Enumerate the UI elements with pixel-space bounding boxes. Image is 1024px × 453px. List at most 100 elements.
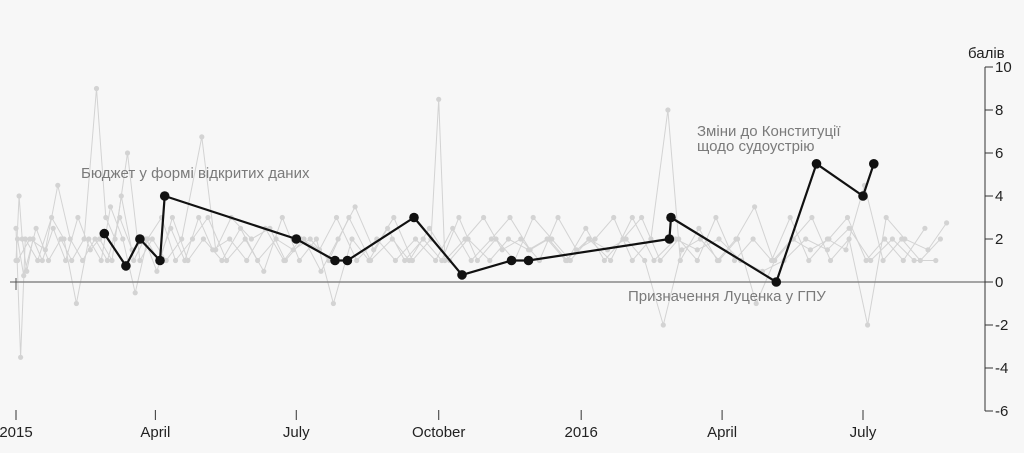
background-point	[143, 236, 149, 242]
background-point	[261, 268, 267, 274]
background-point	[507, 214, 513, 221]
background-point	[900, 257, 906, 264]
background-point	[354, 257, 360, 264]
background-point	[769, 257, 775, 264]
background-point	[81, 236, 87, 242]
background-point	[657, 257, 663, 264]
background-point	[86, 236, 92, 242]
annotation-label: Зміни до Конституції	[697, 123, 841, 140]
background-point	[104, 257, 110, 264]
background-point	[33, 225, 39, 231]
background-point	[120, 236, 126, 242]
background-point	[318, 268, 324, 274]
background-series-layer	[13, 85, 950, 360]
background-point	[55, 182, 61, 188]
background-point	[922, 225, 928, 231]
background-point	[499, 247, 505, 253]
main-series-point	[506, 255, 517, 266]
y-axis-label: балів	[968, 45, 1005, 62]
background-point	[868, 257, 874, 264]
background-point	[39, 257, 45, 264]
background-point	[844, 214, 851, 221]
background-point	[487, 257, 493, 264]
background-point	[505, 236, 511, 242]
background-point	[227, 236, 233, 242]
background-point	[564, 257, 570, 264]
y-axis-tick-label: 0	[995, 274, 1003, 291]
main-series-point	[342, 255, 353, 266]
x-axis-tick-label: April	[707, 424, 737, 441]
background-point	[179, 236, 185, 242]
x-axis-tick-label: July	[283, 424, 310, 441]
background-point	[420, 236, 426, 242]
background-point	[199, 134, 205, 140]
background-point	[109, 257, 115, 264]
background-point	[620, 236, 626, 242]
main-series-point	[457, 270, 467, 280]
background-point	[131, 257, 137, 264]
background-point	[807, 247, 814, 253]
main-series-point	[666, 212, 676, 223]
background-point	[787, 214, 793, 221]
background-point	[696, 225, 702, 231]
background-point	[75, 214, 81, 221]
background-point	[98, 257, 104, 264]
background-point	[846, 225, 852, 231]
y-axis-tick-label: 8	[995, 102, 1003, 119]
main-series-point	[523, 255, 534, 266]
y-axis-tick-label: 6	[995, 145, 1003, 162]
background-point	[937, 236, 944, 242]
background-point	[281, 257, 287, 264]
background-point	[456, 214, 462, 221]
background-point	[352, 204, 358, 210]
main-series-point	[135, 234, 145, 244]
background-point	[132, 290, 138, 296]
x-axis-tick-label: October	[412, 424, 465, 441]
y-axis-tick-label: 4	[995, 188, 1003, 205]
background-point	[313, 236, 319, 242]
background-point	[530, 214, 536, 221]
background-point	[93, 85, 100, 92]
background-point	[601, 257, 608, 264]
background-point	[462, 236, 468, 242]
background-point	[694, 247, 700, 253]
background-point	[92, 236, 98, 242]
main-series-point	[155, 255, 165, 266]
background-point	[629, 257, 635, 264]
background-point	[629, 214, 635, 221]
background-point	[224, 257, 230, 264]
background-point	[665, 107, 671, 113]
background-point	[50, 225, 56, 231]
background-point	[944, 220, 950, 226]
background-point	[45, 257, 52, 264]
main-series-point	[159, 191, 170, 201]
background-point	[439, 257, 445, 264]
main-series-point	[664, 234, 675, 244]
annotation-label: Бюджет у формі відкритих даних	[81, 165, 310, 182]
x-axis-tick-label: 2015	[0, 424, 33, 441]
background-point	[753, 300, 759, 307]
background-point	[752, 204, 758, 210]
background-point	[67, 236, 73, 242]
background-point	[163, 257, 169, 264]
main-series-point	[99, 228, 110, 239]
background-point	[137, 257, 143, 264]
background-point	[149, 236, 155, 242]
background-point	[639, 214, 645, 221]
y-axis-tick-label: -4	[995, 360, 1008, 377]
background-point	[210, 247, 216, 253]
background-point	[651, 257, 657, 264]
x-axis-tick-label: July	[850, 424, 877, 441]
background-point	[366, 257, 372, 264]
background-point	[335, 236, 341, 242]
background-point	[196, 214, 202, 221]
background-point	[899, 236, 905, 242]
background-point	[80, 257, 86, 264]
y-axis: 10 8 6 4 2 0 -2 -4 -6	[984, 59, 1012, 420]
background-point	[843, 247, 849, 253]
background-point	[16, 193, 22, 199]
background-point	[426, 225, 432, 231]
background-point	[333, 214, 340, 221]
x-axis-tick-label: 2016	[564, 424, 597, 441]
background-point	[168, 225, 174, 231]
